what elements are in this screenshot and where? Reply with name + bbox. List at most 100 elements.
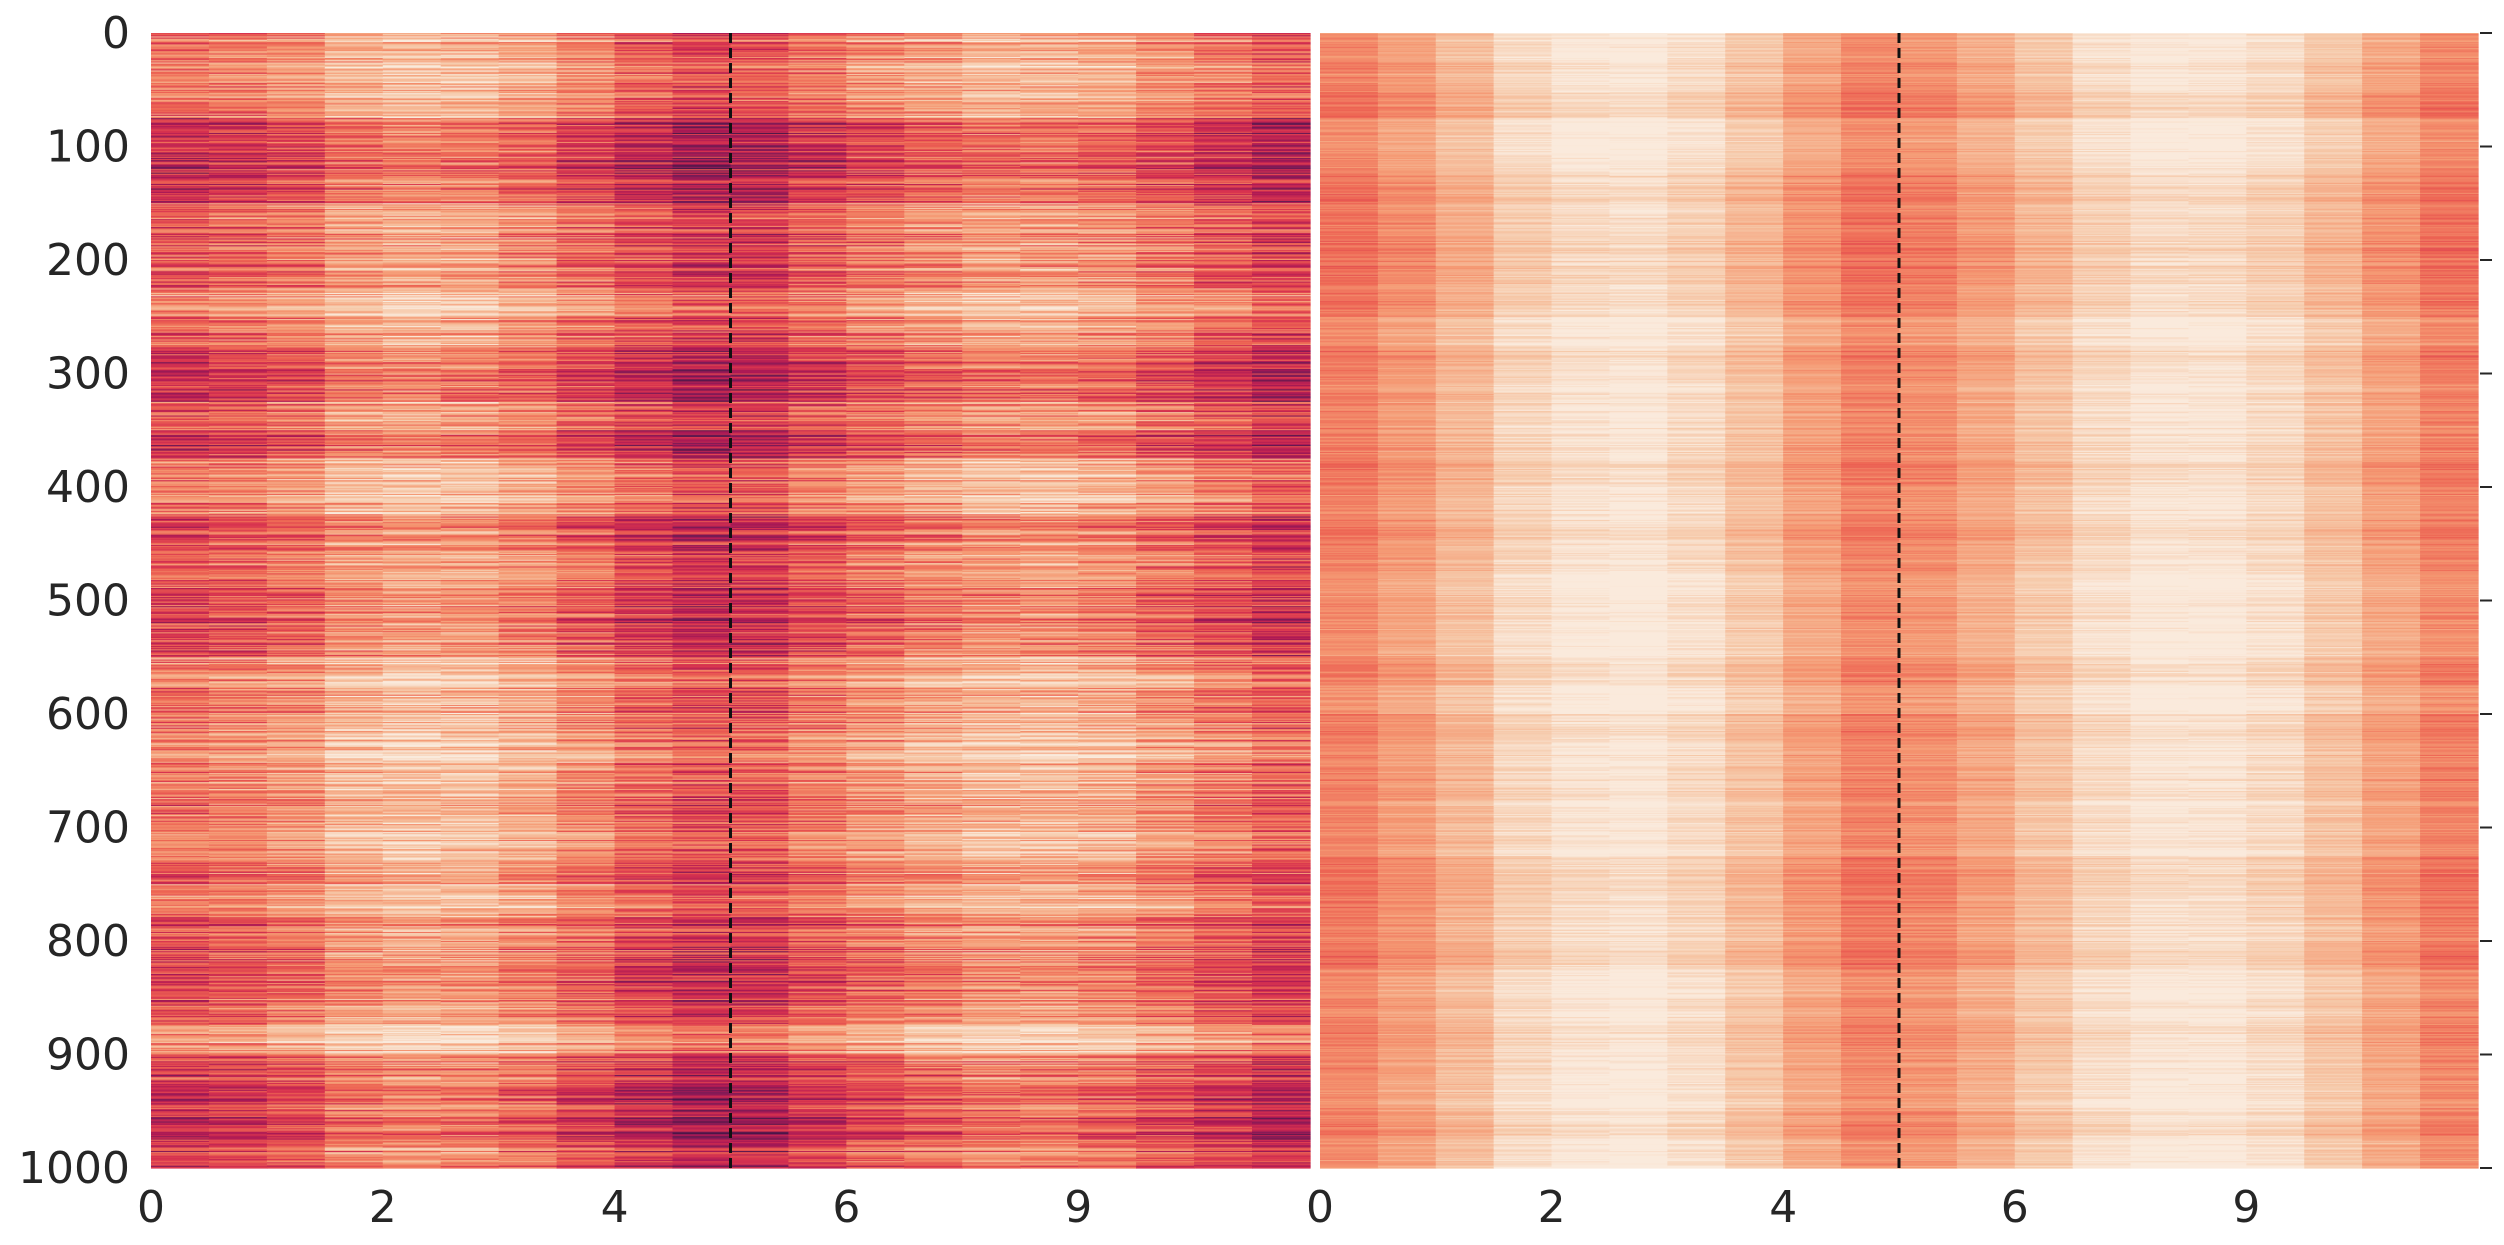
heatmap-cell xyxy=(151,101,210,103)
heatmap-cell xyxy=(266,77,326,79)
heatmap-cell xyxy=(151,919,210,922)
heatmap-cell xyxy=(208,333,268,336)
heatmap-cell xyxy=(208,1001,268,1003)
heatmap-cell xyxy=(151,627,210,630)
heatmap-cell xyxy=(208,141,268,144)
heatmap-cell xyxy=(151,583,210,586)
heatmap-cell xyxy=(151,956,210,959)
heatmap-cell xyxy=(151,511,210,514)
heatmap-cell xyxy=(151,820,210,823)
heatmap-cell xyxy=(208,976,268,978)
heatmap-cell xyxy=(151,440,210,443)
heatmap-cell xyxy=(151,140,210,143)
heatmap-cell xyxy=(151,468,210,471)
heatmap-cell xyxy=(208,599,268,602)
heatmap-cell xyxy=(266,228,326,230)
heatmap-cell xyxy=(208,404,268,406)
heatmap-cell xyxy=(208,600,268,603)
heatmap-cell xyxy=(151,799,210,801)
heatmap-cell xyxy=(266,188,326,191)
heatmap-cell xyxy=(208,81,268,84)
heatmap-cell xyxy=(208,232,268,235)
heatmap-cell xyxy=(151,376,210,379)
heatmap-cell xyxy=(208,1132,268,1135)
heatmap-cell xyxy=(208,943,268,946)
heatmap-cell xyxy=(208,195,268,198)
heatmap-cell xyxy=(151,456,210,459)
heatmap-cell xyxy=(208,78,268,81)
heatmap-cell xyxy=(208,194,268,196)
heatmap-cell xyxy=(208,477,268,480)
heatmap-cell xyxy=(208,863,268,866)
heatmap-cell xyxy=(151,432,210,435)
heatmap-cell xyxy=(151,1018,210,1020)
heatmap-cell xyxy=(208,400,268,403)
heatmap-cell xyxy=(151,899,210,901)
heatmap-cell xyxy=(151,930,210,933)
heatmap-cell xyxy=(266,216,326,219)
heatmap-cell xyxy=(208,414,268,417)
heatmap-cell xyxy=(208,759,268,762)
heatmap-cell xyxy=(208,332,268,335)
heatmap-cell xyxy=(208,1018,268,1020)
heatmap-cell xyxy=(208,691,268,694)
heatmap-cell xyxy=(151,959,210,961)
heatmap-cell xyxy=(151,652,210,655)
heatmap-cell xyxy=(208,250,268,253)
heatmap-cell xyxy=(208,1030,268,1033)
heatmap-cell xyxy=(208,382,268,385)
heatmap-cell xyxy=(151,1149,210,1152)
heatmap-cell xyxy=(151,398,210,401)
heatmap-cell xyxy=(208,760,268,763)
heatmap-cell xyxy=(266,214,326,217)
heatmap-cell xyxy=(208,1043,268,1045)
heatmap-cell xyxy=(266,40,326,43)
heatmap-cell xyxy=(151,143,210,145)
heatmap-cell xyxy=(208,1152,268,1154)
heatmap-cell xyxy=(266,126,326,128)
heatmap-cell xyxy=(266,59,326,61)
heatmap-cell xyxy=(208,124,268,127)
heatmap-cell xyxy=(151,375,210,378)
heatmap-cell xyxy=(208,390,268,393)
heatmap-cell xyxy=(151,356,210,359)
heatmap-cell xyxy=(208,810,268,813)
heatmap-cell xyxy=(151,679,210,682)
heatmap-cell xyxy=(151,704,210,707)
heatmap-cell xyxy=(151,288,210,291)
heatmap-cell xyxy=(208,566,268,569)
heatmap-cell xyxy=(151,931,210,934)
heatmap-cell xyxy=(208,931,268,934)
heatmap-cell xyxy=(208,627,268,630)
heatmap-cell xyxy=(151,177,210,179)
heatmap-cell xyxy=(208,86,268,89)
heatmap-cell xyxy=(208,609,268,612)
heatmap-cell xyxy=(151,1098,210,1101)
heatmap-cell xyxy=(208,437,268,439)
heatmap-cell xyxy=(208,1111,268,1113)
heatmap-cell xyxy=(208,282,268,285)
heatmap-cell xyxy=(208,72,268,75)
heatmap-cell xyxy=(151,80,210,83)
heatmap-cell xyxy=(151,1104,210,1107)
heatmap-cell xyxy=(151,700,210,703)
heatmap-cell xyxy=(208,946,268,949)
heatmap-cell xyxy=(151,555,210,557)
heatmap-cell xyxy=(151,1121,210,1124)
heatmap-cell xyxy=(151,673,210,675)
heatmap-cell xyxy=(151,827,210,830)
heatmap-cell xyxy=(208,641,268,644)
heatmap-cell xyxy=(208,425,268,428)
heatmap-cell xyxy=(151,707,210,709)
heatmap-cell xyxy=(151,767,210,770)
heatmap-cell xyxy=(208,850,268,852)
heatmap-cell xyxy=(208,258,268,261)
heatmap-cell xyxy=(266,153,326,156)
heatmap-cell xyxy=(208,906,268,909)
heatmap-cell xyxy=(208,824,268,826)
heatmap-cell xyxy=(151,577,210,580)
heatmap-cell xyxy=(151,361,210,363)
heatmap-cell xyxy=(151,67,210,69)
heatmap-cell xyxy=(208,79,268,82)
heatmap-cell xyxy=(208,1027,268,1029)
